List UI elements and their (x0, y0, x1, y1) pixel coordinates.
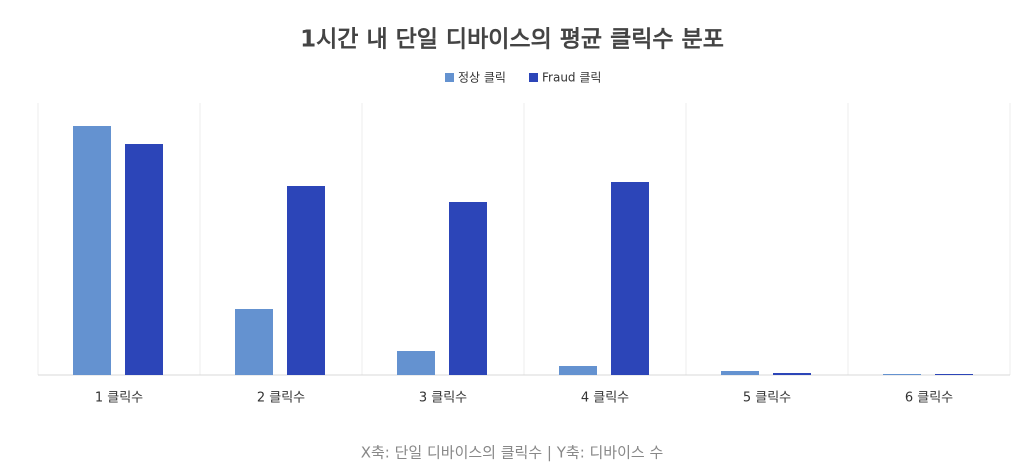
x-tick-label: 1 클릭수 (95, 391, 143, 406)
bar (935, 374, 973, 375)
bar (125, 144, 163, 375)
footnote: X축: 단일 디바이스의 클릭수 | Y축: 디바이스 수 (361, 444, 664, 462)
bar (235, 309, 273, 375)
bar (773, 373, 811, 375)
chart-title: 1시간 내 단일 디바이스의 평균 클릭수 분포 (300, 27, 724, 53)
bar (611, 182, 649, 375)
x-tick-label: 4 클릭수 (581, 391, 629, 406)
bar (883, 374, 921, 375)
bar (721, 371, 759, 375)
legend-swatch (445, 73, 454, 82)
x-tick-label: 5 클릭수 (743, 391, 791, 406)
bar (449, 202, 487, 375)
legend-swatch (529, 73, 538, 82)
legend-label: 정상 클릭 (458, 71, 506, 85)
bar (397, 351, 435, 375)
bar (73, 126, 111, 375)
x-tick-label: 3 클릭수 (419, 391, 467, 406)
x-tick-label: 6 클릭수 (905, 391, 953, 406)
x-tick-label: 2 클릭수 (257, 391, 305, 406)
bar (287, 186, 325, 375)
bar (559, 366, 597, 375)
legend-label: Fraud 클릭 (542, 71, 601, 85)
